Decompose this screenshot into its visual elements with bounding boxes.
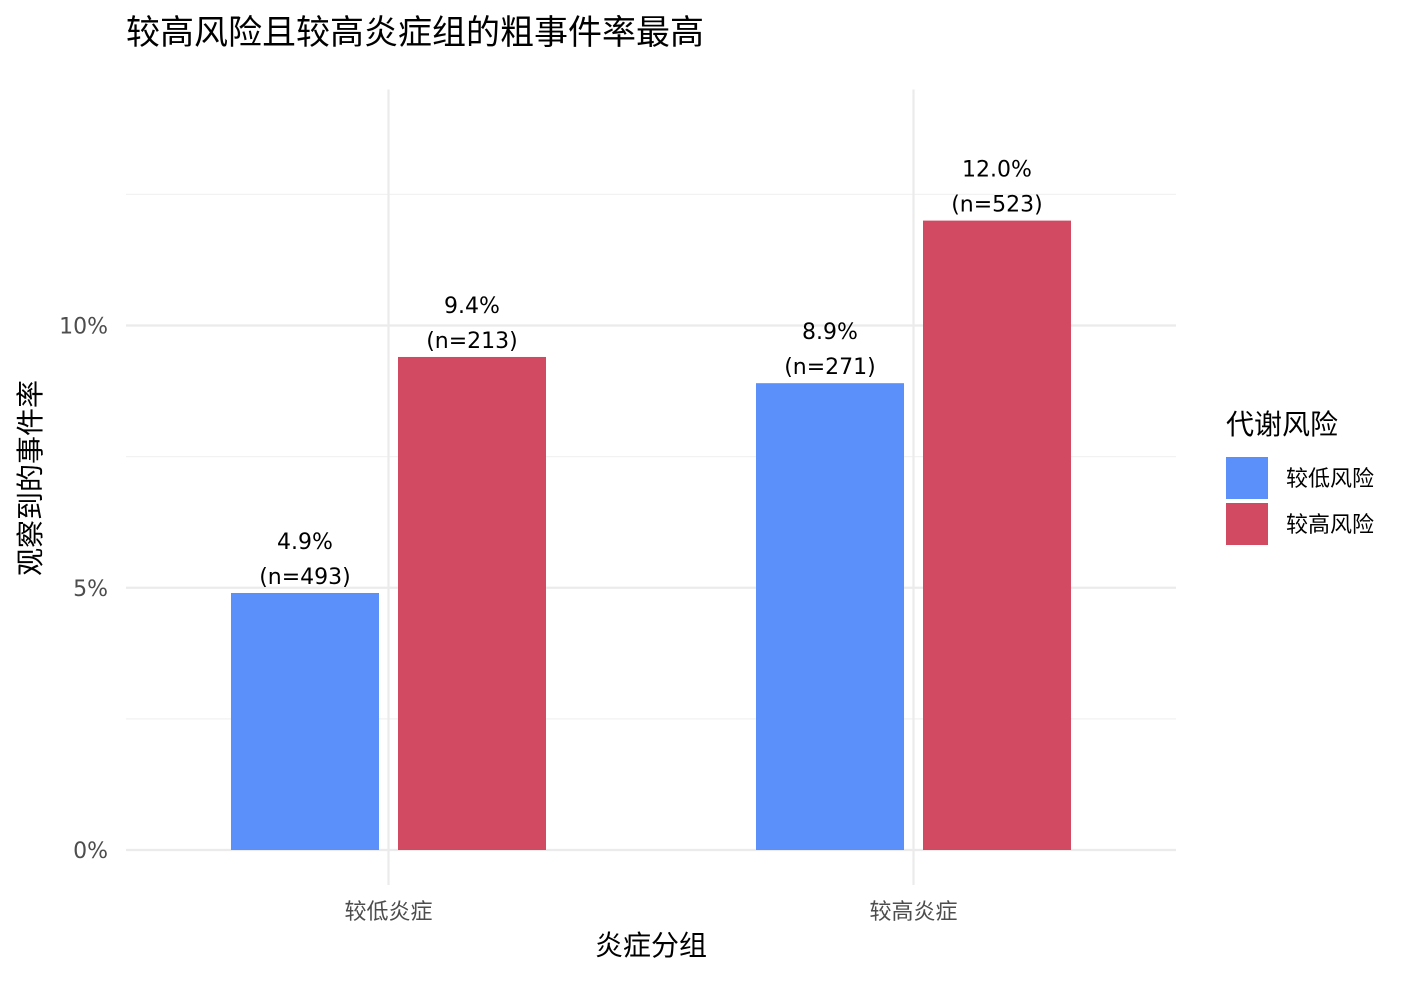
bar-value-label: 8.9% [802, 320, 858, 345]
x-tick-label: 较低炎症 [344, 900, 432, 925]
y-axis-title: 观察到的事件率 [14, 380, 47, 576]
axes: 0% 5% 10% 较低炎症 较高炎症 [59, 315, 957, 926]
y-tick-label: 10% [59, 315, 108, 340]
y-tick-label: 5% [73, 577, 108, 602]
bar-count-label: (n=213) [426, 329, 518, 354]
x-axis-title: 炎症分组 [595, 929, 707, 962]
bar [923, 220, 1071, 851]
bar-value-label: 9.4% [444, 294, 500, 319]
legend-title: 代谢风险 [1226, 408, 1338, 441]
bar-count-label: (n=271) [784, 355, 876, 380]
bar-count-label: (n=493) [259, 565, 351, 590]
bar-labels: 4.9% (n=493) 9.4% (n=213) 8.9% (n=271) 12.0% (n… [259, 158, 1043, 590]
legend-label: 较高风险 [1286, 513, 1374, 538]
x-tick-label: 较高炎症 [869, 900, 957, 925]
bar [756, 383, 904, 850]
legend-label: 较低风险 [1286, 467, 1374, 492]
bar [231, 592, 379, 850]
bar-value-label: 12.0% [962, 158, 1032, 183]
chart-title: 较高风险且较高炎症组的粗事件率最高 [126, 13, 704, 53]
bar-count-label: (n=523) [951, 193, 1043, 218]
bar-value-label: 4.9% [277, 530, 333, 555]
legend-swatch [1226, 503, 1268, 545]
legend-swatch [1226, 457, 1268, 499]
bar [398, 356, 546, 850]
y-tick-label: 0% [73, 839, 108, 864]
bars [231, 220, 1071, 851]
